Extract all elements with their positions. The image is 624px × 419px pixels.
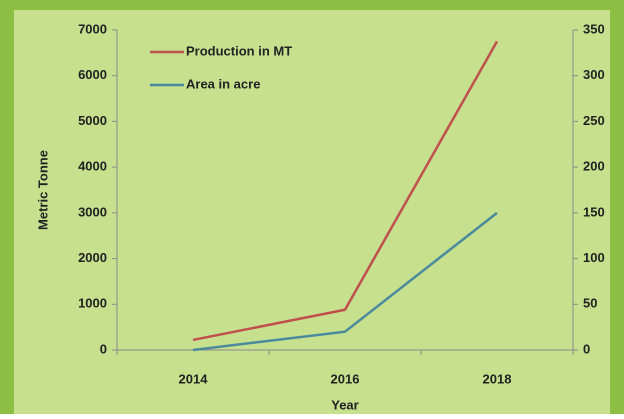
y-tick-label: 1000 xyxy=(78,296,107,311)
y2-tick-label: 250 xyxy=(583,113,605,128)
y2-tick-label: 350 xyxy=(583,21,605,36)
y-tick-label: 4000 xyxy=(78,159,107,174)
y-axis-label: Metric Tonne xyxy=(35,150,50,230)
y2-tick-label: 150 xyxy=(583,204,605,219)
x-tick-label: 2014 xyxy=(179,371,209,386)
y-tick-label: 5000 xyxy=(78,113,107,128)
y2-tick-label: 100 xyxy=(583,250,605,265)
y2-tick-label: 50 xyxy=(583,296,597,311)
y2-tick-label: 300 xyxy=(583,67,605,82)
y-tick-label: 3000 xyxy=(78,204,107,219)
y2-tick-label: 0 xyxy=(583,341,590,356)
x-axis-label: Year xyxy=(331,397,358,412)
legend-label: Area in acre xyxy=(186,76,260,91)
y-tick-label: 7000 xyxy=(78,21,107,36)
series-line xyxy=(192,211,498,352)
y-tick-label: 6000 xyxy=(78,67,107,82)
y-tick-label: 2000 xyxy=(78,250,107,265)
y2-tick-label: 200 xyxy=(583,159,605,174)
chart-background xyxy=(14,10,610,414)
y-tick-label: 0 xyxy=(100,341,107,356)
series-line xyxy=(192,40,499,342)
x-tick-label: 2016 xyxy=(331,371,360,386)
x-tick-label: 2018 xyxy=(483,371,512,386)
legend-label: Production in MT xyxy=(186,43,292,58)
